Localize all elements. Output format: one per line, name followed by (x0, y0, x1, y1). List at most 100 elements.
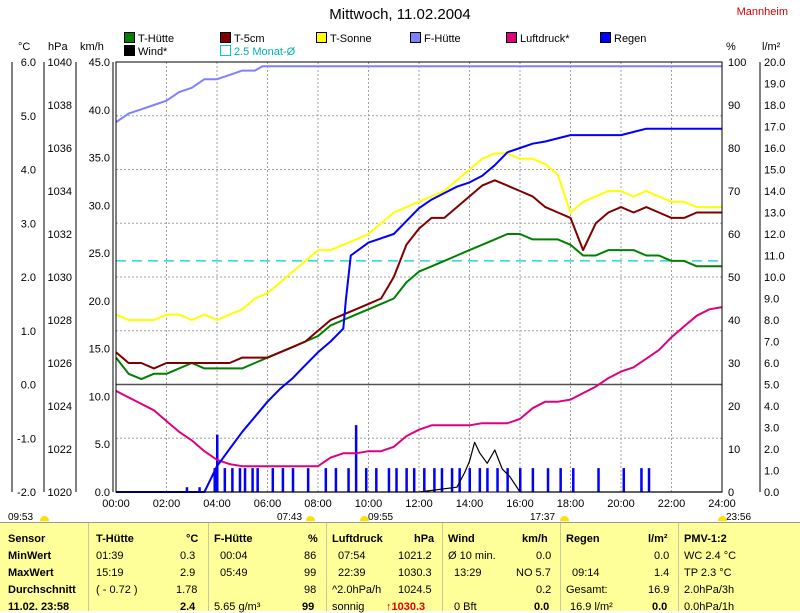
column-divider (208, 523, 209, 611)
series-line (115, 152, 722, 321)
sun-marker-label: 09:55 (368, 512, 394, 523)
rain-bar (450, 468, 454, 492)
legend-item-t-sonne: T-Sonne (316, 32, 372, 45)
rain-bar (647, 468, 651, 492)
regen-total-label: Gesamt: (566, 584, 608, 596)
column-divider (560, 523, 561, 611)
legend-label: T-5cm (234, 33, 265, 45)
t-huette-avg-note: ( - 0.72 ) (96, 584, 138, 596)
rain-bar (271, 468, 275, 492)
wind-tick-label: 30.0 (89, 200, 110, 212)
humidity-tick-label: 10 (728, 444, 740, 456)
rain-bar (572, 468, 575, 492)
rain-bar (423, 468, 426, 492)
rain-bar (334, 468, 338, 492)
rain-tick-label: 14.0 (764, 186, 785, 198)
pressure-tick-label: 1028 (48, 315, 72, 327)
humidity-tick-label: 40 (728, 315, 740, 327)
wind-current-value: 0.0 (534, 601, 550, 613)
t-huette-max-time: 15:19 (96, 567, 124, 579)
t-huette-min-value: 0.3 (180, 550, 196, 562)
rain-unit-label: l/m² (762, 41, 781, 53)
sun-icon (718, 516, 727, 521)
temp-tick-label: -2.0 (17, 487, 36, 499)
pressure-tick-label: 1026 (48, 358, 72, 370)
pressure-tick-label: 1022 (48, 444, 72, 456)
luftdruck-header: Luftdruck (332, 533, 383, 545)
rain-bar (354, 425, 358, 492)
pmv-dewpoint: TP 2.3 °C (684, 567, 732, 579)
luftdruck-avg-value: 1024.5 (398, 584, 432, 596)
rain-tick-label: 5.0 (764, 380, 779, 392)
series-line (115, 179, 722, 370)
series-line (115, 306, 723, 468)
series (115, 65, 723, 493)
chart-title: Mittwoch, 11.02.2004 (329, 6, 471, 23)
f-huette-unit: % (308, 533, 318, 545)
column-divider (88, 523, 89, 611)
temp-tick-label: 4.0 (21, 165, 36, 177)
rain-tick-label: 4.0 (764, 401, 779, 413)
rain-tick-label: 11.0 (764, 251, 785, 263)
legend-swatch (124, 32, 135, 43)
rain-bar (213, 468, 216, 492)
sun-marker-label: 09:53 (8, 512, 34, 523)
regen-day-total: 16.9 l/m² (570, 601, 613, 613)
legend-label: Wind* (138, 46, 168, 58)
grid (115, 61, 723, 493)
axis-ticks: 6.05.04.03.02.01.00.0-1.0-2.010401038103… (17, 57, 785, 510)
x-tick-label: 00:00 (102, 498, 130, 510)
rain-tick-label: 15.0 (764, 165, 785, 177)
rain-bar (546, 468, 550, 492)
wind-beaufort: 0 Bft (454, 601, 477, 613)
pmv-trend-1h: 0.0hPa/1h (684, 601, 735, 613)
legend-item-f-huette: F-Hütte (410, 32, 461, 45)
wind-max-time: 13:29 (454, 567, 482, 579)
rain-tick-label: 8.0 (764, 315, 779, 327)
rain-bar (640, 468, 643, 492)
statistics-table: Sensor MinWert MaxWert Durchschnitt 11.0… (0, 522, 800, 613)
legend-item-regen: Regen (600, 32, 646, 45)
rain-bar (468, 468, 471, 492)
legend-swatch (316, 32, 327, 43)
legend-label: Luftdruck* (520, 33, 570, 45)
legend-item-luftdruck: Luftdruck* (506, 32, 570, 45)
pressure-tick-label: 1040 (48, 57, 72, 69)
rain-tick-label: 16.0 (764, 143, 785, 155)
rain-tick-label: 2.0 (764, 444, 779, 456)
sun-icon (40, 516, 49, 521)
wind-header: Wind (448, 533, 475, 545)
rain-bar (531, 468, 535, 492)
rain-bar (559, 468, 562, 492)
legend-item-t-5cm: T-5cm (220, 32, 265, 45)
legend-label: F-Hütte (424, 33, 461, 45)
rain-bar (412, 468, 416, 492)
t-huette-min-time: 01:39 (96, 550, 124, 562)
humidity-tick-label: 70 (728, 186, 740, 198)
luftdruck-trend: ^2.0hPa/h (332, 584, 382, 596)
pressure-unit-label: hPa (48, 41, 68, 53)
humidity-tick-label: 60 (728, 229, 740, 241)
legend-item-wind: Wind* (124, 45, 167, 58)
rain-bar (291, 468, 295, 492)
series-line (115, 233, 722, 381)
row-label-current: 11.02. 23:58 (8, 601, 70, 613)
x-tick-label: 20:00 (607, 498, 635, 510)
rain-bar (251, 468, 254, 492)
rain-bar (216, 434, 219, 492)
f-huette-abs-humidity: 5.65 g/m³ (214, 601, 261, 613)
rain-bar (324, 468, 328, 492)
t-huette-max-value: 2.9 (180, 567, 196, 579)
luftdruck-min-time: 07:54 (338, 550, 366, 562)
luftdruck-unit: hPa (414, 533, 435, 545)
row-label-max: MaxWert (8, 567, 54, 579)
humidity-unit-label: % (726, 41, 736, 53)
sun-icon (560, 516, 569, 521)
regen-header: Regen (566, 533, 600, 545)
sensor-header: Sensor (8, 533, 46, 545)
t-huette-avg-value: 1.78 (176, 584, 198, 596)
wind-tick-label: 40.0 (89, 105, 110, 117)
rain-bar (405, 468, 408, 492)
x-tick-label: 18:00 (557, 498, 585, 510)
pressure-tick-label: 1032 (48, 229, 72, 241)
